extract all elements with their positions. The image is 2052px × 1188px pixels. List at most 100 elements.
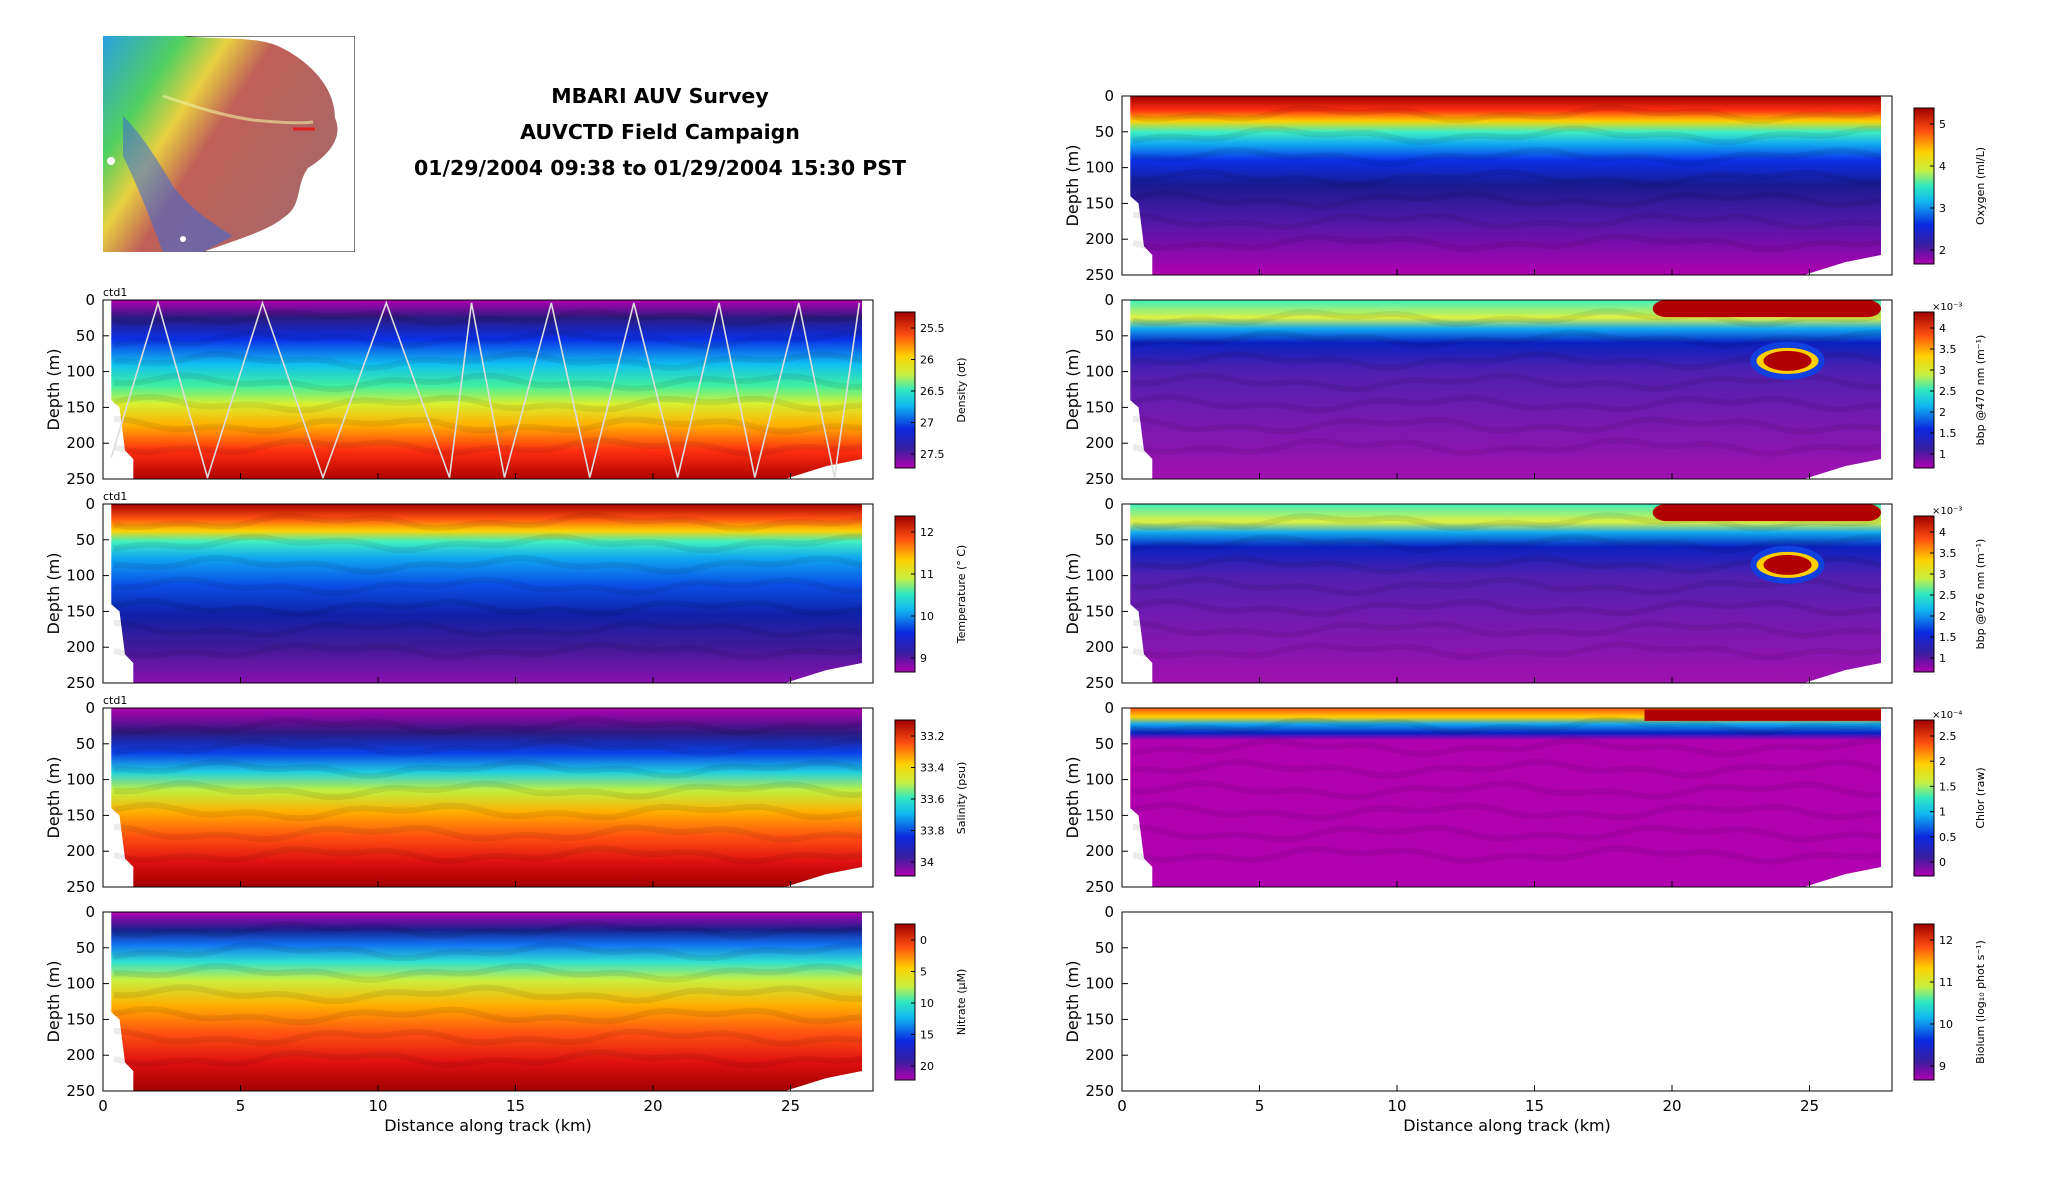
y-tick-label: 250 bbox=[1085, 266, 1114, 284]
nitrate-isopleth bbox=[113, 962, 863, 983]
y-tick-label: 200 bbox=[66, 434, 95, 452]
colorbar-tick-label: 4 bbox=[1939, 160, 1946, 173]
bbp676-isopleth bbox=[1132, 597, 1882, 618]
y-tick-label: 200 bbox=[1085, 638, 1114, 656]
bbp470-isopleth bbox=[1132, 393, 1882, 414]
colorbar-tick-label: 2 bbox=[1939, 755, 1946, 768]
y-tick-label: 50 bbox=[76, 531, 95, 549]
colorbar-tick-label: 10 bbox=[920, 997, 934, 1010]
biolum-colorbar bbox=[1913, 923, 1935, 1081]
temperature-isopleth bbox=[113, 576, 863, 597]
temperature-axes-frame bbox=[102, 503, 874, 684]
panel-tag: ctd1 bbox=[103, 490, 127, 503]
temperature-isopleth bbox=[113, 512, 863, 532]
y-tick-label: 150 bbox=[1085, 806, 1114, 824]
y-tick-label: 200 bbox=[66, 1046, 95, 1064]
colorbar-tick-label: 1.5 bbox=[1939, 427, 1957, 440]
bbp470-isopleth bbox=[1132, 308, 1882, 328]
colorbar-label: Temperature (° C) bbox=[955, 545, 968, 644]
colorbar-tick-label: 4 bbox=[1939, 322, 1946, 335]
nitrate-field bbox=[111, 912, 863, 1091]
oxygen-isopleth bbox=[1132, 233, 1882, 253]
colorbar-exponent: ×10⁻³ bbox=[1932, 302, 1962, 313]
x-tick-label: 25 bbox=[1800, 1097, 1819, 1115]
x-tick-label: 5 bbox=[1255, 1097, 1265, 1115]
colorbar-tick-label: 1.5 bbox=[1939, 780, 1957, 793]
oxygen-isopleth bbox=[1132, 211, 1882, 231]
colorbar-tick-label: 33.6 bbox=[920, 793, 945, 806]
y-tick-label: 200 bbox=[1085, 230, 1114, 248]
y-tick-label: 0 bbox=[1104, 903, 1114, 921]
oxygen-isopleth bbox=[1132, 146, 1882, 167]
salinity-isopleth bbox=[113, 823, 863, 843]
salinity-isopleth bbox=[113, 780, 863, 801]
y-tick-label: 150 bbox=[66, 398, 95, 416]
colorbar-tick-label: 2 bbox=[1939, 244, 1946, 257]
nitrate-colorbar bbox=[894, 923, 916, 1081]
colorbar-tick-label: 3 bbox=[1939, 364, 1946, 377]
colorbar-tick-label: 26 bbox=[920, 354, 934, 367]
oxygen-colorbar bbox=[1913, 107, 1935, 265]
y-tick-label: 50 bbox=[1095, 939, 1114, 957]
colorbar-tick-label: 10 bbox=[1939, 1018, 1953, 1031]
y-axis-label: Depth (m) bbox=[1063, 961, 1082, 1043]
x-tick-label: 15 bbox=[1525, 1097, 1544, 1115]
temperature-isopleth bbox=[113, 533, 863, 554]
y-tick-label: 250 bbox=[1085, 470, 1114, 488]
colorbar-tick-label: 2.5 bbox=[1939, 730, 1957, 743]
colorbar-tick-label: 3 bbox=[1939, 568, 1946, 581]
oxygen-field bbox=[1130, 96, 1881, 275]
colorbar-tick-label: 25.5 bbox=[920, 322, 945, 335]
colorbar-tick-label: 3.5 bbox=[1939, 547, 1957, 560]
nitrate-isopleth bbox=[113, 1005, 863, 1026]
x-tick-label: 20 bbox=[643, 1097, 662, 1115]
x-tick-label: 25 bbox=[781, 1097, 800, 1115]
y-tick-label: 150 bbox=[1085, 602, 1114, 620]
bbp676-isopleth bbox=[1132, 576, 1882, 597]
chlor-isopleth bbox=[1132, 758, 1882, 779]
nitrate-axes-frame bbox=[102, 911, 874, 1092]
colorbar-exponent: ×10⁻⁴ bbox=[1932, 710, 1962, 721]
colorbar-tick-label: 2.5 bbox=[1939, 385, 1957, 398]
bbp470-isopleth bbox=[1132, 372, 1882, 393]
density-isopleth bbox=[113, 372, 863, 393]
chlor-isopleth bbox=[1132, 716, 1882, 736]
colorbar-tick-label: 27 bbox=[920, 417, 934, 430]
colorbar-tick-label: 33.8 bbox=[920, 825, 945, 838]
y-tick-label: 0 bbox=[1104, 495, 1114, 513]
colorbar-tick-label: 33.4 bbox=[920, 762, 945, 775]
colorbar-tick-label: 34 bbox=[920, 856, 934, 869]
temperature-isopleth bbox=[113, 554, 863, 575]
oxygen-isopleth bbox=[1132, 168, 1882, 189]
colorbar-tick-label: 20 bbox=[920, 1060, 934, 1073]
temperature-isopleth bbox=[113, 597, 863, 618]
x-tick-label: 0 bbox=[98, 1097, 108, 1115]
x-tick-label: 15 bbox=[506, 1097, 525, 1115]
y-tick-label: 200 bbox=[1085, 842, 1114, 860]
y-tick-label: 0 bbox=[85, 903, 95, 921]
colorbar-tick-label: 3.5 bbox=[1939, 343, 1957, 356]
y-axis-label: Depth (m) bbox=[44, 349, 63, 431]
y-tick-label: 50 bbox=[76, 939, 95, 957]
nitrate-isopleth bbox=[113, 1027, 863, 1047]
salinity-axes-frame bbox=[102, 707, 874, 888]
oxygen-isopleth bbox=[1132, 104, 1882, 124]
y-tick-label: 50 bbox=[1095, 327, 1114, 345]
bbp470-isopleth bbox=[1132, 437, 1882, 457]
figure-title: MBARI AUV Survey AUVCTD Field Campaign 0… bbox=[380, 78, 940, 186]
colorbar-tick-label: 5 bbox=[1939, 118, 1946, 131]
colorbar-tick-label: 4 bbox=[1939, 526, 1946, 539]
colorbar-label: Chlor (raw) bbox=[1974, 767, 1987, 828]
colorbar-tick-label: 3 bbox=[1939, 202, 1946, 215]
y-tick-label: 150 bbox=[1085, 1010, 1114, 1028]
salinity-isopleth bbox=[113, 758, 863, 779]
y-axis-label: Depth (m) bbox=[1063, 757, 1082, 839]
colorbar-tick-label: 1 bbox=[1939, 448, 1946, 461]
y-tick-label: 100 bbox=[1085, 771, 1114, 789]
y-tick-label: 200 bbox=[66, 638, 95, 656]
y-tick-label: 200 bbox=[1085, 434, 1114, 452]
colorbar-tick-label: 5 bbox=[920, 966, 927, 979]
nitrate-isopleth bbox=[113, 941, 863, 962]
y-axis-label: Depth (m) bbox=[1063, 553, 1082, 635]
y-axis-label: Depth (m) bbox=[1063, 145, 1082, 227]
